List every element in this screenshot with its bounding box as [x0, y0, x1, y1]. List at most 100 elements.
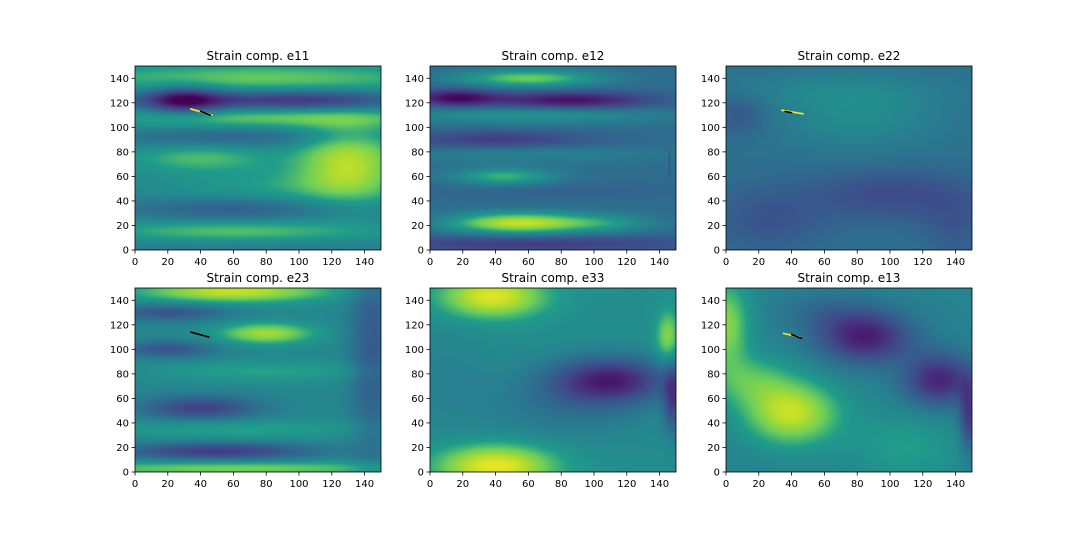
crack-streak	[189, 331, 210, 338]
axes-frame	[429, 65, 677, 251]
x-tick-label: 60	[522, 257, 535, 268]
x-tick-label: 120	[617, 257, 636, 268]
y-tick-label: 20	[116, 221, 129, 232]
y-tick-label: 40	[116, 418, 129, 429]
x-tick-label: 0	[132, 479, 138, 490]
x-tick-label: 80	[555, 257, 568, 268]
y-tick-label: 0	[123, 468, 129, 479]
y-tick-label: 20	[707, 443, 720, 454]
y-tick-label: 0	[714, 468, 720, 479]
y-tick-label: 100	[110, 123, 129, 134]
heatmap-image	[430, 288, 676, 472]
y-tick-label: 60	[116, 394, 129, 405]
y-tick-label: 20	[411, 221, 424, 232]
x-tick-label: 0	[723, 257, 729, 268]
x-tick-label: 60	[522, 479, 535, 490]
x-tick-label: 0	[427, 257, 433, 268]
heatmap-image	[726, 66, 972, 250]
y-tick-label: 120	[110, 98, 129, 109]
panel-e12: 0 20 40 60 80 100 120 140 0 20 40 60 80 100 120 140 Stra…	[405, 49, 677, 268]
y-tick-label: 100	[405, 123, 424, 134]
y-tick-label: 20	[116, 443, 129, 454]
crack-streak	[790, 333, 803, 340]
y-tick-label: 140	[110, 296, 129, 307]
y-tick-label: 140	[701, 296, 720, 307]
axes-frame	[429, 287, 677, 473]
x-tick-label: 100	[289, 257, 308, 268]
y-tick-label: 40	[707, 418, 720, 429]
crack-streak	[199, 110, 212, 116]
y-tick-label: 0	[418, 468, 424, 479]
y-tick-label: 140	[405, 74, 424, 85]
y-tick-label: 120	[405, 320, 424, 331]
y-tick-label: 60	[411, 172, 424, 183]
heatmap-image	[430, 66, 676, 250]
x-tick-label: 140	[355, 257, 374, 268]
x-tick-label: 80	[555, 479, 568, 490]
x-tick-label: 120	[322, 257, 341, 268]
y-tick-label: 120	[701, 98, 720, 109]
x-tick-label: 60	[227, 479, 240, 490]
x-tick-label: 40	[785, 479, 798, 490]
y-tick-label: 120	[110, 320, 129, 331]
x-tick-label: 40	[194, 479, 207, 490]
axes-frame	[134, 65, 382, 251]
y-tick-label: 100	[405, 345, 424, 356]
y-tick-label: 40	[707, 196, 720, 207]
y-tick-label: 80	[707, 147, 720, 158]
y-tick-label: 100	[701, 345, 720, 356]
y-tick-label: 40	[116, 196, 129, 207]
panel-e13: 0 20 40 60 80 100 120 140 0 20 40 60 80 100 120 140 Stra…	[701, 271, 973, 490]
x-tick-label: 20	[161, 257, 174, 268]
y-tick-label: 60	[707, 394, 720, 405]
x-tick-label: 40	[194, 257, 207, 268]
y-tick-label: 80	[116, 369, 129, 380]
y-tick-label: 40	[411, 418, 424, 429]
axes-frame	[725, 287, 973, 473]
panel-title: Strain comp. e22	[798, 49, 901, 63]
y-tick-label: 80	[411, 147, 424, 158]
x-tick-label: 120	[913, 257, 932, 268]
x-tick-label: 60	[818, 479, 831, 490]
panel-title: Strain comp. e33	[502, 271, 605, 285]
x-tick-label: 140	[650, 479, 669, 490]
x-tick-label: 40	[489, 257, 502, 268]
x-tick-label: 40	[489, 479, 502, 490]
y-tick-label: 40	[411, 196, 424, 207]
x-tick-label: 20	[456, 257, 469, 268]
y-tick-label: 80	[411, 369, 424, 380]
axes-frame	[134, 287, 382, 473]
panel-e11: 0 20 40 60 80 100 120 140 0 20 40 60 80 100 120 140 Stra…	[110, 49, 382, 268]
x-tick-label: 100	[584, 479, 603, 490]
y-tick-label: 100	[110, 345, 129, 356]
y-tick-label: 60	[707, 172, 720, 183]
x-tick-label: 120	[322, 479, 341, 490]
panel-title: Strain comp. e13	[798, 271, 901, 285]
x-tick-label: 120	[913, 479, 932, 490]
y-tick-label: 100	[701, 123, 720, 134]
y-tick-label: 0	[418, 246, 424, 257]
x-tick-label: 100	[584, 257, 603, 268]
y-tick-label: 140	[701, 74, 720, 85]
y-tick-label: 60	[411, 394, 424, 405]
heatmap-image	[135, 66, 381, 250]
panel-title: Strain comp. e11	[207, 49, 310, 63]
x-tick-label: 40	[785, 257, 798, 268]
x-tick-label: 0	[132, 257, 138, 268]
x-tick-label: 60	[227, 257, 240, 268]
y-tick-label: 80	[707, 369, 720, 380]
x-tick-label: 20	[161, 479, 174, 490]
x-tick-label: 20	[752, 479, 765, 490]
axes-frame	[725, 65, 973, 251]
heatmap-image	[135, 288, 381, 472]
x-tick-label: 0	[427, 479, 433, 490]
x-tick-label: 140	[650, 257, 669, 268]
panel-e33: 0 20 40 60 80 100 120 140 0 20 40 60 80 100 120 140 Stra…	[405, 271, 677, 490]
y-tick-label: 0	[123, 246, 129, 257]
x-tick-label: 20	[456, 479, 469, 490]
panel-e22: 0 20 40 60 80 100 120 140 0 20 40 60 80 100 120 140 Stra…	[701, 49, 973, 268]
y-tick-label: 80	[116, 147, 129, 158]
x-tick-label: 80	[851, 257, 864, 268]
